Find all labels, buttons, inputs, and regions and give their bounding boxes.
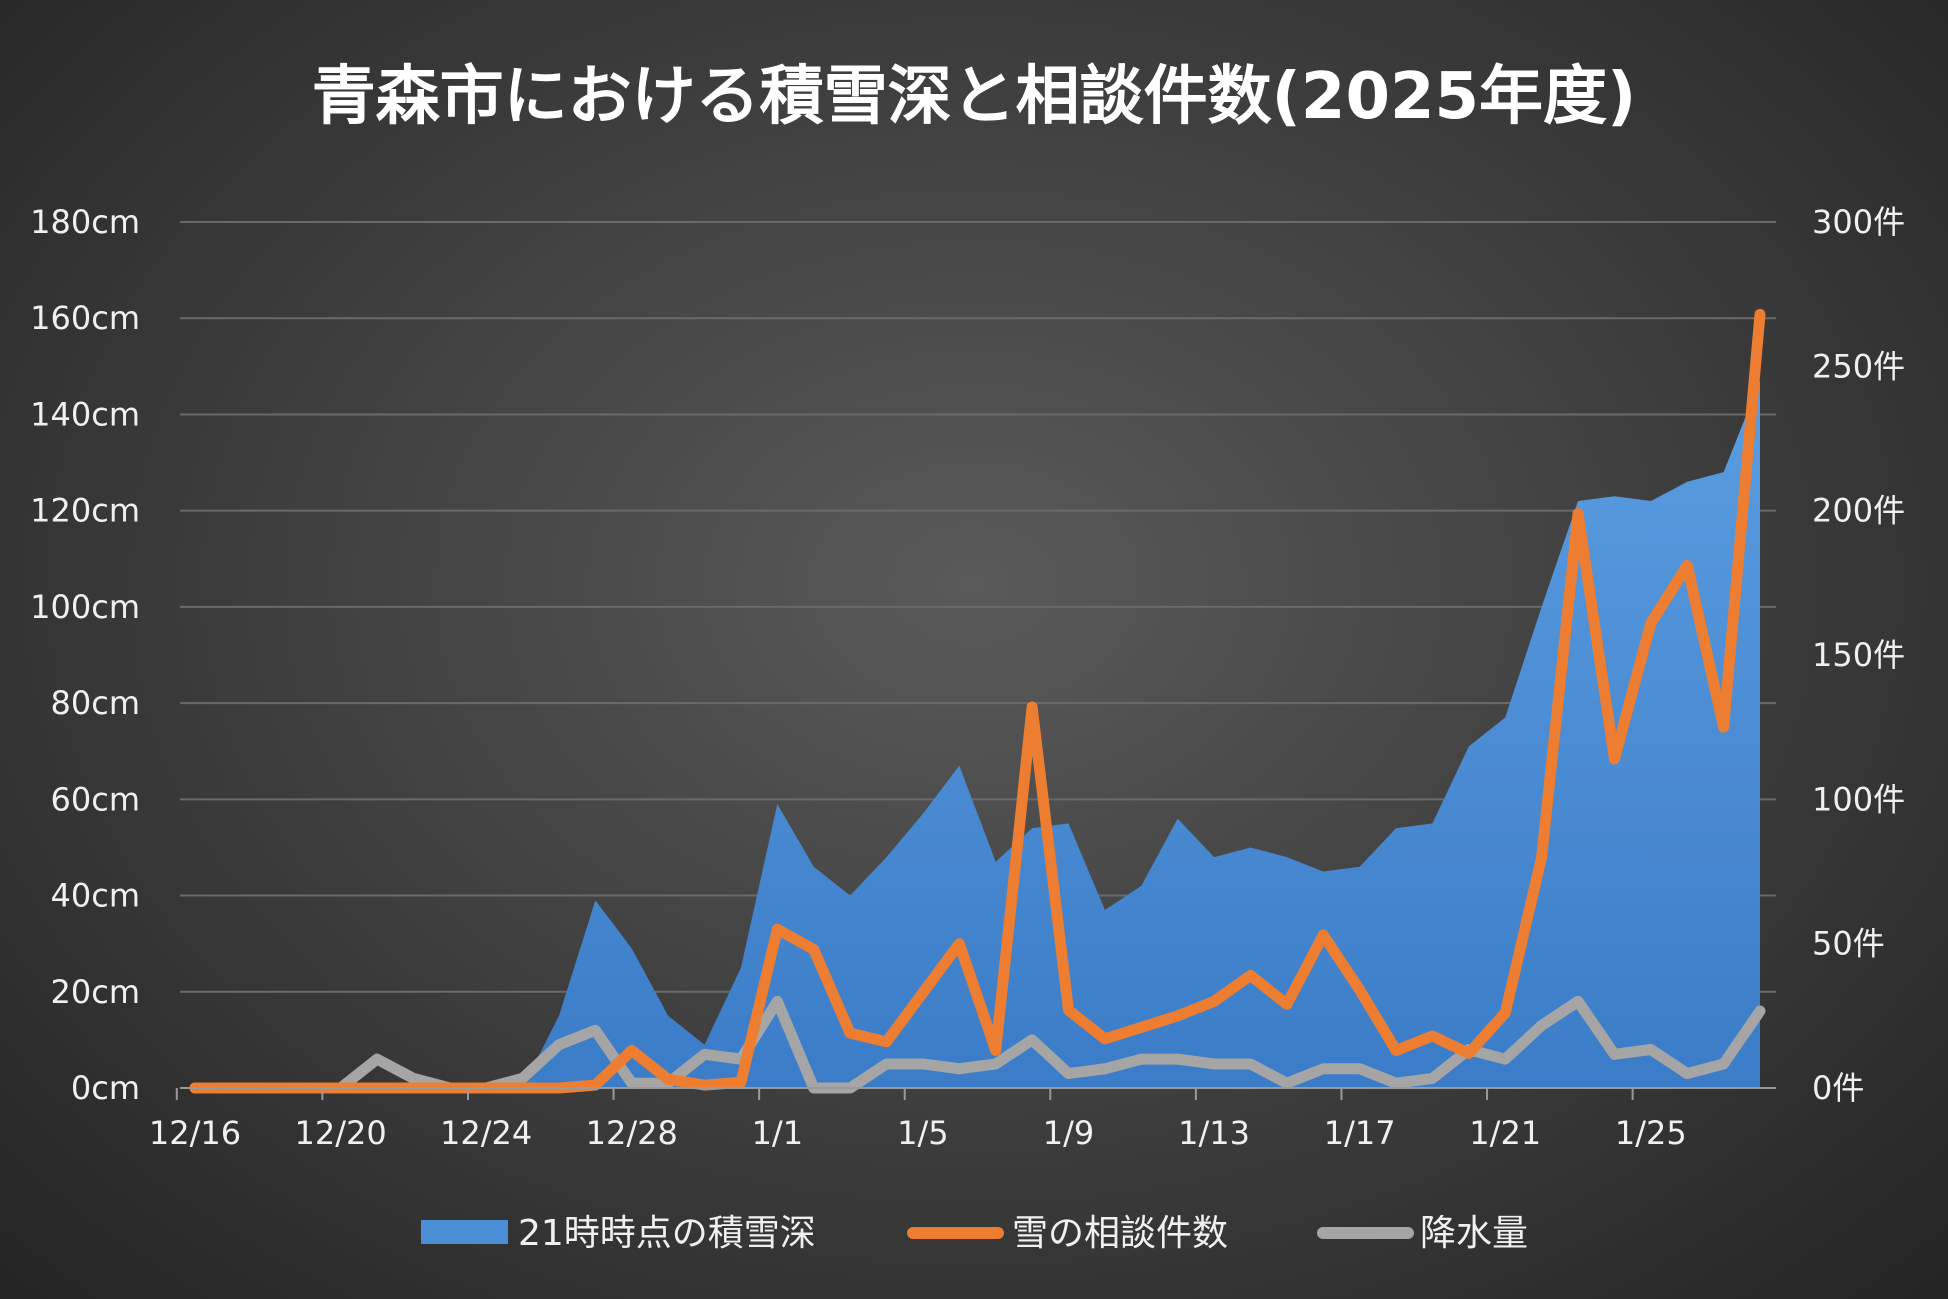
y-left-tick-label: 80cm xyxy=(51,684,140,722)
y-right-tick-label: 0件 xyxy=(1812,1069,1864,1107)
x-tick-label: 12/16 xyxy=(149,1114,241,1152)
series-area-snow-depth xyxy=(195,380,1760,1088)
y-left-tick-label: 100cm xyxy=(30,588,140,626)
legend: 21時時点の積雪深 雪の相談件数 降水量 xyxy=(421,1213,1528,1254)
x-tick-label: 1/1 xyxy=(752,1114,804,1152)
y-left-tick-label: 120cm xyxy=(30,492,140,530)
y-left-tick-label: 140cm xyxy=(30,395,140,433)
x-tick-label: 12/20 xyxy=(294,1114,386,1152)
y-right-tick-label: 150件 xyxy=(1812,636,1905,674)
legend-label-precipitation: 降水量 xyxy=(1420,1213,1528,1254)
area-layer xyxy=(195,380,1760,1088)
y-right-tick-label: 100件 xyxy=(1812,780,1905,818)
y-left-tick-label: 0cm xyxy=(71,1069,140,1107)
y-left-tick-label: 160cm xyxy=(30,299,140,337)
x-tick-label: 1/13 xyxy=(1178,1114,1250,1152)
x-tick-label: 1/17 xyxy=(1324,1114,1396,1152)
y-left-tick-label: 60cm xyxy=(51,780,140,818)
x-tick-label: 1/5 xyxy=(897,1114,949,1152)
x-tick-label: 1/25 xyxy=(1615,1114,1687,1152)
x-tick-label: 1/9 xyxy=(1043,1114,1095,1152)
y-right-tick-label: 300件 xyxy=(1812,203,1905,241)
y-right-tick-label: 50件 xyxy=(1812,925,1885,963)
legend-label-consultations: 雪の相談件数 xyxy=(1012,1213,1228,1254)
chart-title: 青森市における積雪深と相談件数(2025年度) xyxy=(312,60,1637,134)
y-left-tick-label: 40cm xyxy=(51,877,140,915)
x-tick-label: 1/21 xyxy=(1469,1114,1541,1152)
x-tick-label: 12/24 xyxy=(440,1114,532,1152)
grid-lines xyxy=(180,221,1776,993)
y-left-tick-label: 20cm xyxy=(51,973,140,1011)
y-right-tick-label: 250件 xyxy=(1812,347,1905,385)
legend-swatch-snow-depth xyxy=(421,1220,508,1244)
legend-label-snow-depth: 21時時点の積雪深 xyxy=(518,1213,816,1254)
x-tick-label: 12/28 xyxy=(586,1114,678,1152)
y-left-tick-label: 180cm xyxy=(30,203,140,241)
y-right-tick-label: 200件 xyxy=(1812,492,1905,530)
axes: 0cm 20cm 40cm 60cm 80cm 100cm 120cm 140cm 160cm 1… xyxy=(30,203,1905,1152)
